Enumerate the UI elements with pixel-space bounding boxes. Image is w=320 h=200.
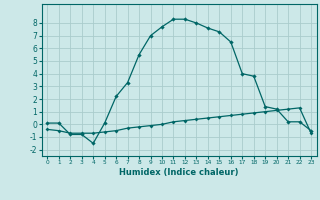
X-axis label: Humidex (Indice chaleur): Humidex (Indice chaleur) — [119, 168, 239, 177]
